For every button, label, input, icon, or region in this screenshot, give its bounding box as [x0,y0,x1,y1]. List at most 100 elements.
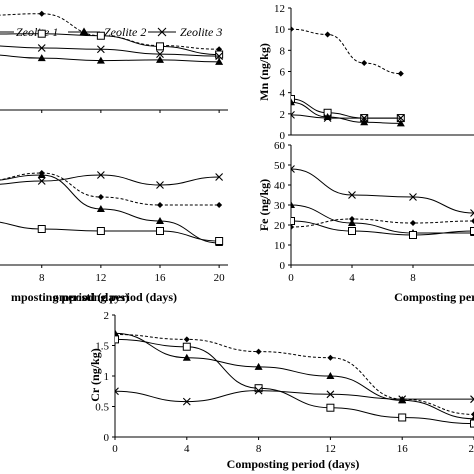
point-x [398,395,407,404]
y-tick-label: 1 [104,371,110,383]
y-tick-label: 10 [274,240,286,252]
x-tick-label: 0 [112,443,118,455]
plot-area [0,170,224,246]
x-marker-icon [157,27,167,37]
point-triangle [96,205,105,212]
series-line-x [291,168,474,214]
y-tick-label: 2 [280,109,286,121]
point-diamond [324,31,331,38]
x-tick-label: 20 [469,443,474,455]
point-x [37,177,46,185]
point-square [291,95,295,104]
point-x [156,50,164,58]
point-diamond [291,224,294,230]
plot-area [115,329,474,428]
point-square [348,227,356,235]
point-square [96,31,105,40]
point-x [96,45,105,54]
point-square [37,225,46,233]
legend-label-zeolite-3: Zeolite 3 [180,25,222,39]
point-triangle [96,56,105,64]
legend: Zeolite 1 Zeolite 2 Zeolite 3 [0,25,222,39]
legend-label-zeolite-1: Zeolite 1 [16,25,58,39]
point-x [470,209,474,217]
point-triangle [215,57,224,65]
series-line-diamond [0,172,220,206]
series-line-diamond [291,218,474,228]
series-line-triangle [291,204,474,234]
point-square [326,403,335,412]
point-diamond [38,10,45,17]
legend-item-zeolite-1: Zeolite 1 [0,25,58,39]
point-triangle [291,98,295,106]
point-x [409,193,417,201]
y-tick-label: 2 [104,310,110,322]
plot-area [291,165,474,239]
point-x [360,114,369,122]
point-square [156,42,164,51]
series-line-square [115,338,474,425]
x-tick-label: 8 [410,272,416,284]
x-axis-title: Composting period (days) [227,457,360,471]
point-x [156,181,164,189]
panel-upper-right: 0 2 4 6 8 10 12 Mn (ng/kg) [257,3,474,142]
y-tick-label: 60 [274,140,286,152]
point-triangle [156,217,164,224]
y-tick-label: 40 [274,180,286,192]
triangle-marker-icon [79,27,89,35]
point-square [291,217,295,225]
x-tick-label: 20 [214,272,226,284]
series-line-triangle [0,54,220,63]
series-line-triangle [115,332,474,420]
point-triangle [348,219,356,226]
point-x [96,171,105,179]
point-x [254,386,263,395]
point-square [254,384,263,393]
x-axis-title: Composting perio [394,290,474,304]
x-tick-label: 12 [95,272,106,284]
y-tick-label: 30 [274,200,286,212]
point-diamond [410,220,416,226]
point-triangle [396,119,405,127]
point-square [96,227,105,235]
point-x [323,114,332,122]
legend-item-zeolite-3: Zeolite 3 [148,25,222,39]
point-triangle [37,54,46,62]
plot-area [291,26,405,127]
point-diamond [157,202,163,208]
point-diamond [361,60,368,67]
y-tick-label: 0.5 [95,402,109,414]
point-x [37,44,46,52]
point-diamond [349,216,355,222]
point-square [470,419,474,428]
y-tick-label: 10 [274,24,286,36]
series-line-square [0,221,220,242]
point-x [326,390,335,399]
point-square [182,342,191,351]
point-x [115,387,119,396]
panel-middle-left: 8 12 16 20 mposting period (days) [0,170,228,304]
y-tick-label: 6 [280,67,286,79]
legend-item-zeolite-2: Zeolite 2 [68,25,146,39]
y-axis-title: Mn (ng/kg) [257,43,271,101]
point-diamond [471,411,474,418]
point-square [470,227,474,235]
y-tick-label: 0 [280,260,286,272]
x-tick-label: 0 [288,272,294,284]
y-axis-title: Fe (ng/kg) [257,179,271,231]
point-square [156,227,164,235]
series-line-x [115,390,474,403]
point-x [291,165,295,173]
point-triangle [254,362,263,370]
x-tick-label: 16 [155,272,167,284]
x-axis-title: omposting period (days) [53,290,177,304]
plot-area [0,10,224,65]
x-tick-label: 4 [349,272,355,284]
point-x [215,173,224,181]
y-tick-label: 20 [274,220,286,232]
point-triangle [156,55,164,63]
point-diamond [183,336,190,343]
point-triangle [37,171,46,178]
y-tick-label: 0 [280,130,286,142]
